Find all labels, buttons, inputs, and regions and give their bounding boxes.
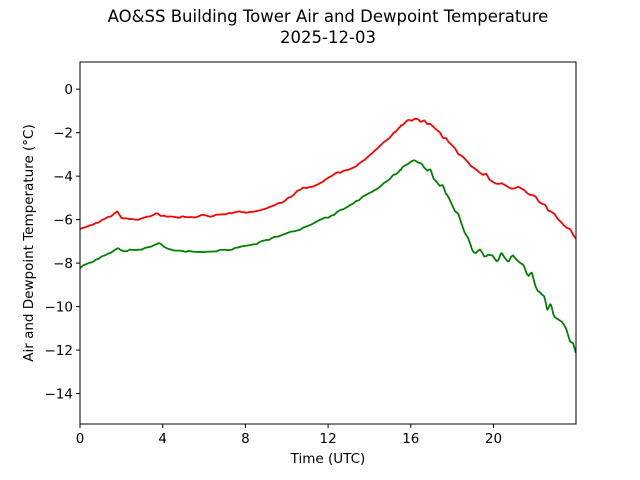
- air-temperature-line: [80, 117, 576, 240]
- chart-subtitle: 2025-12-03: [280, 28, 376, 47]
- y-tick-label: −10: [45, 299, 74, 315]
- x-tick-label: 20: [485, 431, 502, 447]
- y-tick-label: −4: [53, 169, 73, 185]
- y-tick-label: 0: [64, 82, 73, 98]
- x-tick-label: 4: [158, 431, 167, 447]
- y-tick-label: −2: [53, 125, 73, 141]
- chart-title: AO&SS Building Tower Air and Dewpoint Te…: [107, 7, 549, 26]
- x-axis-label: Time (UTC): [290, 451, 366, 467]
- y-tick-label: −14: [45, 386, 74, 402]
- x-tick-label: 0: [76, 431, 85, 447]
- y-axis-label: Air and Dewpoint Temperature (°C): [21, 124, 37, 362]
- dewpoint-temperature-line: [80, 159, 576, 354]
- x-tick-label: 16: [402, 431, 419, 447]
- x-tick-label: 12: [320, 431, 337, 447]
- y-tick-label: −8: [53, 256, 73, 272]
- y-tick-label: −12: [45, 343, 74, 359]
- plot-area: [79, 61, 577, 425]
- x-tick-label: 8: [241, 431, 250, 447]
- y-tick-label: −6: [53, 212, 73, 228]
